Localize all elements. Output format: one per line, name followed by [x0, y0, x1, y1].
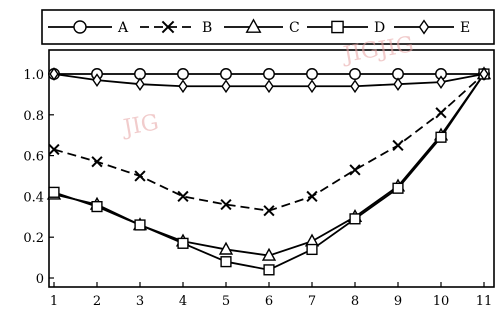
data-point-e [221, 79, 231, 94]
series-a [48, 68, 490, 80]
series-line-d [53, 73, 485, 271]
x-stroke [349, 164, 361, 176]
x-tick-label: 2 [93, 294, 101, 309]
data-point-d [435, 131, 447, 143]
watermark: JIG [340, 37, 381, 68]
data-point-b [435, 107, 447, 119]
series-c [46, 66, 492, 261]
data-point-a [220, 68, 232, 80]
legend-label: B [202, 20, 212, 36]
legend-label: D [374, 20, 385, 36]
legend-entry-b: B [140, 20, 212, 36]
x-tick-label: 9 [394, 294, 402, 309]
data-point-e [307, 79, 317, 94]
legend-entry-c: C [224, 18, 300, 36]
x-tick-label: 3 [136, 294, 144, 309]
legend-marker-b [161, 20, 175, 34]
y-tick-label: 0.2 [23, 231, 44, 246]
data-point-a [263, 68, 275, 80]
data-point-a [177, 68, 189, 80]
data-point-d [220, 256, 232, 268]
data-point-d [91, 200, 103, 213]
x-stroke [220, 198, 232, 211]
data-point-b [392, 139, 404, 152]
data-point-d [48, 186, 60, 198]
y-tick-label: 0.4 [23, 190, 44, 205]
data-point-b [349, 164, 361, 176]
x-tick-label: 10 [433, 294, 450, 309]
x-tick-label: 4 [179, 294, 187, 309]
x-tick-label: 1 [50, 294, 58, 309]
data-point-e [264, 79, 274, 94]
data-point-e [393, 77, 403, 92]
data-point-e [135, 77, 145, 92]
x-stroke [161, 20, 175, 34]
series-b [48, 68, 490, 217]
y-tick-label: 0.8 [23, 109, 44, 124]
data-point-d [177, 237, 189, 249]
data-point-d [392, 182, 404, 194]
data-point-e [479, 67, 489, 81]
legend-label: A [117, 20, 129, 36]
x-tick-label: 5 [222, 294, 230, 309]
axes: 1 2 3 4 5 6 7 8 9 10 11 0 0.2 0.4 0.6 0.8 1.0 [23, 68, 492, 309]
y-tick-label: 0 [36, 272, 44, 287]
data-point-b [177, 190, 189, 203]
data-point-e [178, 79, 188, 94]
x-tick-label: 11 [476, 294, 493, 309]
series-group [46, 66, 492, 276]
y-tick-label: 1.0 [23, 68, 44, 83]
series-line-c [53, 73, 485, 257]
data-point-c [261, 247, 277, 261]
legend-label: C [289, 20, 300, 36]
legend-marker-e [418, 19, 430, 35]
data-point-b [91, 156, 103, 168]
x-stroke [392, 139, 404, 152]
watermark: JIG [375, 32, 416, 63]
x-tick-label: 6 [265, 294, 273, 309]
data-point-d [349, 213, 361, 225]
data-point-c [218, 241, 234, 255]
data-point-a [349, 68, 361, 80]
plot-frame [48, 49, 495, 288]
legend-marker-d [331, 20, 344, 34]
data-point-d [306, 243, 318, 256]
data-point-e [92, 73, 102, 87]
data-point-b [263, 205, 275, 217]
data-point-d [134, 219, 146, 231]
data-point-b [48, 143, 60, 156]
x-stroke [91, 156, 103, 168]
x-tick-label: 7 [308, 294, 316, 309]
data-point-e [49, 67, 59, 81]
x-stroke [48, 143, 60, 156]
x-stroke [177, 190, 189, 203]
series-d [48, 68, 490, 276]
data-point-a [306, 68, 318, 80]
y-tick-label: 0.6 [23, 150, 44, 165]
data-point-e [436, 75, 446, 89]
legend-label: E [460, 20, 470, 36]
data-point-b [306, 190, 318, 203]
legend-entry-d: D [307, 20, 385, 36]
series-e [49, 67, 489, 94]
x-stroke [263, 205, 275, 217]
x-stroke [306, 190, 318, 203]
legend-marker-a [73, 20, 87, 34]
data-point-e [350, 79, 360, 94]
legend-entry-a: A [48, 20, 129, 36]
x-tick-label: 8 [351, 294, 359, 309]
x-stroke [134, 170, 146, 182]
legend: A B C D E [41, 9, 495, 45]
series-line-b [53, 73, 485, 212]
data-point-b [134, 170, 146, 182]
watermark: JIG [120, 110, 161, 141]
data-point-b [220, 198, 232, 211]
x-stroke [435, 107, 447, 119]
legend-entry-e: E [394, 19, 470, 36]
data-point-d [263, 264, 275, 276]
legend-marker-c [245, 18, 262, 33]
